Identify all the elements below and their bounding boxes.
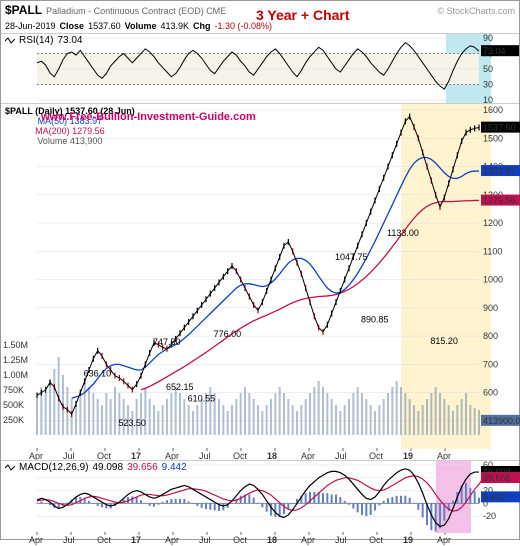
svg-text:Jul: Jul [63, 535, 75, 545]
svg-text:Oct: Oct [233, 451, 248, 460]
svg-text:413900.0: 413900.0 [483, 416, 520, 426]
svg-text:890.85: 890.85 [361, 314, 389, 324]
stock-chart-container: $PALL Palladium - Continuous Contract (E… [0, 0, 520, 540]
svg-text:9.442: 9.442 [483, 492, 506, 502]
macd-panel: MACD(12,26,9) 49.098 39.656 9.442 -20020… [1, 460, 519, 532]
svg-text:Apr: Apr [29, 451, 43, 460]
svg-text:Jul: Jul [199, 451, 211, 460]
svg-text:Apr: Apr [437, 451, 451, 460]
svg-text:17: 17 [131, 535, 141, 545]
svg-text:600: 600 [483, 388, 498, 398]
svg-text:Jul: Jul [199, 535, 211, 545]
volume-value: 413.9K [160, 21, 189, 31]
svg-text:800: 800 [483, 331, 498, 341]
svg-text:17: 17 [131, 451, 141, 460]
svg-text:Oct: Oct [233, 535, 248, 545]
svg-text:250K: 250K [3, 415, 24, 425]
price-panel: $PALL (Daily) 1537.60 (28 Jun) MA(50) 13… [1, 103, 519, 448]
ticker-symbol: $PALL [5, 3, 42, 17]
svg-text:Oct: Oct [97, 535, 112, 545]
svg-text:750K: 750K [3, 385, 24, 395]
svg-text:Jul: Jul [335, 535, 347, 545]
svg-text:1383.97: 1383.97 [483, 166, 516, 176]
close-label: Close [60, 21, 85, 31]
svg-text:90: 90 [483, 34, 493, 43]
svg-text:1279.56: 1279.56 [483, 196, 516, 206]
svg-text:1000: 1000 [483, 275, 503, 285]
volume-legend: Volume 413,900 [37, 136, 102, 146]
svg-text:19: 19 [403, 451, 413, 460]
price-chart: 5006007008009001000110012001300140015001… [1, 104, 520, 449]
watermark: www.Free-Bullion-Investment-Guide.com [41, 111, 256, 123]
svg-text:Apr: Apr [301, 451, 315, 460]
svg-text:900: 900 [483, 303, 498, 313]
svg-text:18: 18 [267, 535, 277, 545]
x-axis-bottom: Apr Jul Oct 17 Apr Jul Oct 18 Apr Jul Oct 19 Apr [1, 532, 520, 546]
svg-text:652.15: 652.15 [166, 382, 194, 392]
rsi-panel: RSI(14) 73.04 305070901073.04 [1, 33, 519, 103]
rsi-label: RSI(14) 73.04 [5, 35, 82, 46]
svg-text:815.20: 815.20 [430, 336, 458, 346]
svg-text:30: 30 [483, 80, 493, 90]
ma200-legend: MA(200) 1279.56 [35, 126, 105, 136]
svg-text:1500: 1500 [483, 133, 503, 143]
svg-text:700: 700 [483, 359, 498, 369]
volume-label: Volume [125, 21, 157, 31]
svg-text:Jul: Jul [335, 451, 347, 460]
svg-text:Oct: Oct [369, 451, 384, 460]
macd-label: MACD(12,26,9) 49.098 39.656 9.442 [5, 462, 187, 473]
svg-text:73.04: 73.04 [483, 46, 506, 56]
svg-text:1.00M: 1.00M [3, 370, 28, 380]
svg-text:747.50: 747.50 [153, 337, 181, 347]
svg-text:19: 19 [403, 535, 413, 545]
svg-text:636.10: 636.10 [84, 368, 112, 378]
svg-text:Apr: Apr [437, 535, 451, 545]
chart-title-overlay: 3 Year + Chart [256, 7, 350, 23]
svg-text:50: 50 [483, 64, 493, 74]
chart-date: 28-Jun-2019 [5, 21, 56, 31]
svg-text:Apr: Apr [165, 535, 179, 545]
svg-text:1200: 1200 [483, 218, 503, 228]
svg-text:776.00: 776.00 [214, 329, 242, 339]
svg-text:-20: -20 [483, 511, 496, 521]
svg-text:Oct: Oct [369, 535, 384, 545]
close-value: 1537.60 [88, 21, 121, 31]
svg-text:Oct: Oct [97, 451, 112, 460]
svg-text:610.55: 610.55 [188, 394, 216, 404]
ticker-description: Palladium - Continuous Contract (EOD) CM… [46, 6, 226, 16]
svg-text:39.656: 39.656 [483, 473, 511, 483]
svg-text:18: 18 [267, 451, 277, 460]
chg-label: Chg [193, 21, 211, 31]
svg-text:500K: 500K [3, 400, 24, 410]
attribution: © StockCharts.com [437, 6, 515, 16]
svg-text:523.50: 523.50 [118, 418, 146, 428]
x-axis: Apr Jul Oct 17 Apr Jul Oct 18 Apr Jul Oct 19 Apr [1, 448, 520, 460]
svg-text:1600: 1600 [483, 105, 503, 115]
svg-text:1.25M: 1.25M [3, 355, 28, 365]
svg-text:1047.75: 1047.75 [335, 252, 368, 262]
svg-text:Apr: Apr [301, 535, 315, 545]
svg-text:1133.00: 1133.00 [387, 228, 419, 238]
svg-text:1537.60: 1537.60 [483, 123, 516, 133]
svg-text:Jul: Jul [63, 451, 75, 460]
svg-text:Apr: Apr [29, 535, 43, 545]
svg-text:1100: 1100 [483, 246, 502, 256]
svg-text:1.50M: 1.50M [3, 340, 28, 350]
svg-text:Apr: Apr [165, 451, 179, 460]
